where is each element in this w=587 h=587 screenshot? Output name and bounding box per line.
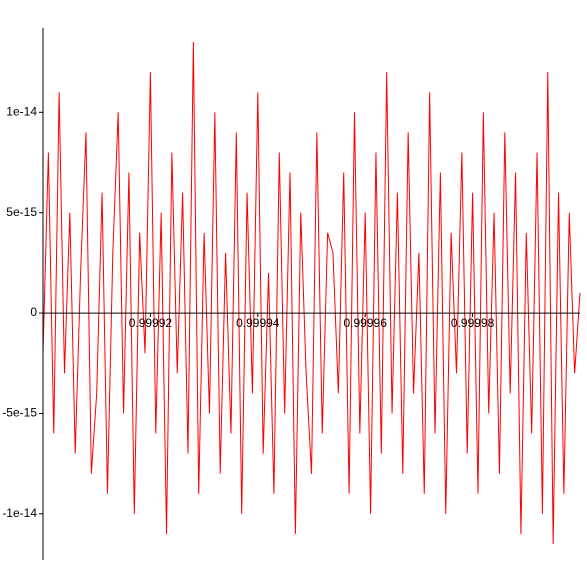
- x-tick-label: 0.99998: [451, 316, 495, 330]
- data-line: [42, 42, 581, 544]
- x-tick-label: 0.99992: [129, 316, 173, 330]
- y-tick-label: -5e-15: [2, 406, 37, 420]
- x-tick-label: 0.99994: [236, 316, 280, 330]
- y-tick-label: -1e-14: [2, 506, 37, 520]
- y-tick-label: 5e-15: [6, 205, 37, 219]
- x-tick-label: 0.99996: [344, 316, 388, 330]
- y-tick-label: 1e-14: [6, 104, 37, 118]
- y-tick-label: 0: [30, 305, 37, 319]
